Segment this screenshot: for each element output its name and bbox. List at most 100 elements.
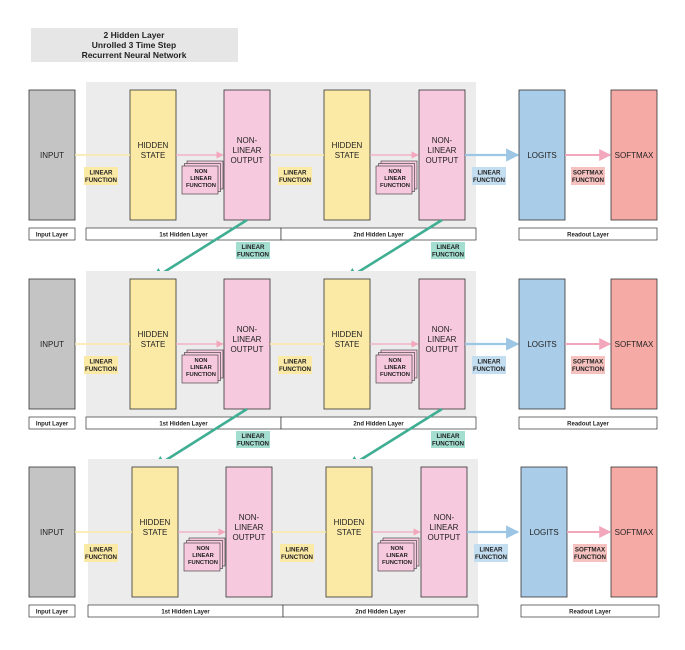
softmax-box xyxy=(610,278,658,410)
recurrent-arrow xyxy=(150,218,248,281)
softmax-box xyxy=(610,466,658,598)
hidden2-layer-label-box xyxy=(282,604,479,618)
input-layer-label-box xyxy=(28,604,76,618)
nonlinear-output-label: LINEAR xyxy=(235,523,264,532)
readout-layer-label-box xyxy=(518,227,658,241)
softmax-label: SOFTMAX xyxy=(615,528,654,537)
linear-function-tag-text: LINEAR xyxy=(283,169,307,176)
linear-function-tag-text: LINEAR xyxy=(89,169,113,176)
nonlinear-output-label: NON- xyxy=(432,136,453,145)
linear-function-tag-bg xyxy=(84,544,118,562)
hidden-state-label: HIDDEN xyxy=(334,518,365,527)
input-layer-label-box xyxy=(28,416,76,430)
hidden2-layer-label: 2nd Hidden Layer xyxy=(353,233,404,239)
nonlinear-function-text: LINEAR xyxy=(384,176,406,182)
hidden-state-label: STATE xyxy=(335,340,360,349)
nonlinear-function-text: LINEAR xyxy=(192,553,214,559)
nonlinear-output-box xyxy=(418,89,466,221)
hidden-state-label: STATE xyxy=(141,340,166,349)
input-box xyxy=(28,466,76,598)
readout-linear-tag-bg xyxy=(472,356,506,374)
nonlinear-function-text: NON xyxy=(197,546,210,552)
linear-function-tag-text: LINEAR xyxy=(89,358,113,365)
nonlinear-function-text: FUNCTION xyxy=(382,560,412,566)
nonlinear-output-label: OUTPUT xyxy=(426,156,459,165)
hidden-state-label: STATE xyxy=(143,528,168,537)
readout-layer-label-box xyxy=(520,604,660,618)
nonlinear-output-label: LINEAR xyxy=(233,146,262,155)
recurrent-linear-tag-text: FUNCTION xyxy=(237,251,269,258)
softmax-function-tag-text: SOFTMAX xyxy=(573,358,604,365)
recurrent-linear-tag-text: FUNCTION xyxy=(432,251,464,258)
readout-linear-tag-text: FUNCTION xyxy=(475,554,507,561)
logits-label: LOGITS xyxy=(529,528,558,537)
linear-function-tag-text: LINEAR xyxy=(285,546,309,553)
input-label: INPUT xyxy=(40,151,64,160)
linear-function-tag-bg xyxy=(84,167,118,185)
linear-function-tag-bg xyxy=(84,356,118,374)
recurrent-linear-tag-text: FUNCTION xyxy=(432,440,464,447)
linear-function-tag-bg xyxy=(278,356,312,374)
title-block: 2 Hidden Layer Unrolled 3 Time Step Recu… xyxy=(31,28,238,62)
nonlinear-function-text: FUNCTION xyxy=(380,372,410,378)
readout-linear-tag-text: FUNCTION xyxy=(473,177,505,184)
hidden-state-label: HIDDEN xyxy=(332,330,363,339)
nonlinear-output-label: OUTPUT xyxy=(231,156,264,165)
hidden1-layer-label: 1st Hidden Layer xyxy=(159,233,208,239)
hidden-state-box xyxy=(323,278,371,410)
nonlinear-function-text: NON xyxy=(389,358,402,364)
hidden1-layer-label: 1st Hidden Layer xyxy=(159,422,208,428)
linear-function-tag-bg xyxy=(278,167,312,185)
nonlinear-function-text: NON xyxy=(389,169,402,175)
nonlinear-output-box xyxy=(420,466,468,598)
nonlinear-output-label: LINEAR xyxy=(430,523,459,532)
linear-function-tag-text: FUNCTION xyxy=(279,366,311,373)
hidden2-layer-label: 2nd Hidden Layer xyxy=(353,422,404,428)
recurrent-linear-tag-bg xyxy=(236,242,270,259)
softmax-function-tag-text: FUNCTION xyxy=(572,177,604,184)
readout-linear-tag-bg xyxy=(472,167,506,185)
linear-function-tag-text: LINEAR xyxy=(89,546,113,553)
softmax-function-tag-bg xyxy=(571,167,605,185)
title-line-1: 2 Hidden Layer xyxy=(104,30,166,40)
input-box xyxy=(28,89,76,221)
nonlinear-function-text: NON xyxy=(195,358,208,364)
nonlinear-function-text: NON xyxy=(391,546,404,552)
recurrent-arrow xyxy=(344,218,443,281)
linear-function-tag-text: FUNCTION xyxy=(85,366,117,373)
nonlinear-function-text: FUNCTION xyxy=(186,183,216,189)
linear-function-tag-bg xyxy=(280,544,314,562)
readout-linear-tag-text: LINEAR xyxy=(477,169,501,176)
nonlinear-output-label: LINEAR xyxy=(428,335,457,344)
nonlinear-output-label: NON- xyxy=(432,325,453,334)
hidden-state-label: HIDDEN xyxy=(138,330,169,339)
hidden2-layer-label-box xyxy=(280,227,477,241)
nonlinear-function-card xyxy=(377,542,415,572)
nonlinear-output-box xyxy=(418,278,466,410)
hidden-state-label: STATE xyxy=(141,151,166,160)
logits-label: LOGITS xyxy=(527,340,556,349)
readout-layer-label-box xyxy=(518,416,658,430)
hidden1-layer-label: 1st Hidden Layer xyxy=(161,610,210,616)
title-line-2: Unrolled 3 Time Step xyxy=(92,40,176,50)
recurrent-linear-tag-bg xyxy=(236,431,270,448)
readout-linear-tag-bg xyxy=(474,544,508,562)
nonlinear-output-label: NON- xyxy=(237,136,258,145)
nonlinear-function-card xyxy=(183,542,221,572)
nonlinear-function-text: LINEAR xyxy=(190,365,212,371)
nonlinear-function-text: LINEAR xyxy=(190,176,212,182)
